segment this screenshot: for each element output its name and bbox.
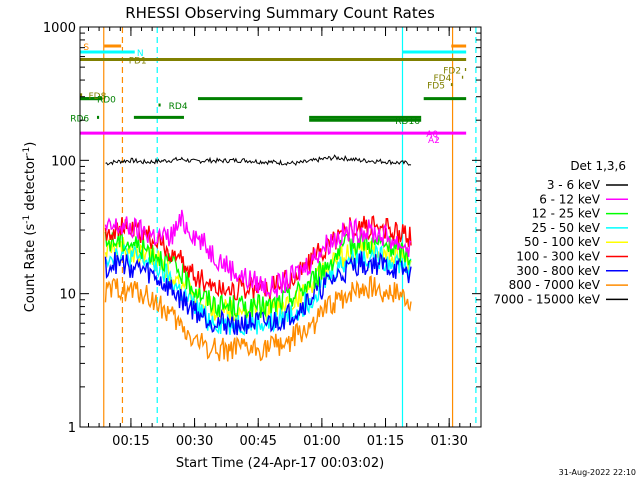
y-tick-label: 1000 — [43, 21, 76, 36]
legend-label: 3 - 6 keV — [547, 178, 601, 192]
flag-label: RD0 — [97, 96, 116, 106]
legend-label: 100 - 300 keV — [516, 250, 600, 264]
timestamp: 31-Aug-2022 22:10 — [559, 468, 636, 477]
legend-label: 7000 - 15000 keV — [493, 292, 600, 306]
x-tick-label: 01:15 — [367, 434, 404, 449]
series-lines — [104, 154, 412, 362]
plot-frame — [79, 26, 482, 428]
flag-label: RD16 — [395, 117, 420, 127]
legend-label: 25 - 50 keV — [532, 221, 601, 235]
flag-label: FD4 — [433, 74, 451, 84]
y-tick-label: 1 — [68, 421, 76, 436]
legend-label: 800 - 7000 keV — [509, 278, 601, 292]
event-lines — [103, 27, 477, 427]
flag-label: FD2 — [443, 67, 461, 77]
x-tick-label: 01:00 — [303, 434, 340, 449]
legend-label: 12 - 25 keV — [532, 207, 601, 221]
x-tick-label: 00:30 — [176, 434, 213, 449]
y-axis-label: Count Rate (s-1 detector-1) — [22, 142, 38, 313]
flag-label: N — [137, 49, 144, 59]
flag-label: FD5 — [427, 82, 445, 92]
series-line — [104, 251, 412, 336]
legend-label: 50 - 100 keV — [524, 235, 601, 249]
series-line — [104, 229, 412, 319]
flag-label: RD4 — [169, 102, 188, 112]
x-tick-label: 00:45 — [239, 434, 276, 449]
series-line — [105, 154, 412, 167]
flag-label: A0 — [426, 130, 438, 140]
x-tick-label: 00:15 — [112, 434, 149, 449]
y-tick-label: 100 — [51, 154, 76, 169]
chart-title: RHESSI Observing Summary Count Rates — [125, 4, 435, 22]
flag-label: S — [83, 43, 89, 53]
legend-label: 6 - 12 keV — [539, 192, 601, 206]
series-line — [104, 275, 412, 362]
legend-label: 300 - 800 keV — [516, 264, 600, 278]
series-line — [104, 243, 412, 336]
y-tick-label: 10 — [59, 288, 76, 303]
x-axis: 00:15 00:30 00:45 01:00 01:15 01:30 — [87, 27, 471, 449]
flag-label: FD1 — [129, 57, 147, 67]
y-axis: 1 10 100 1000 — [43, 21, 481, 436]
flag-bars — [80, 44, 467, 141]
flag-label: FD8 — [88, 92, 106, 102]
series-line — [104, 215, 412, 301]
x-tick-label: 01:30 — [430, 434, 467, 449]
series-line — [104, 209, 412, 299]
x-axis-label: Start Time (24-Apr-17 00:03:02) — [176, 456, 384, 471]
legend-title: Det 1,3,6 — [570, 159, 626, 173]
series-line — [104, 237, 412, 324]
flag-label: A2 — [428, 136, 440, 146]
